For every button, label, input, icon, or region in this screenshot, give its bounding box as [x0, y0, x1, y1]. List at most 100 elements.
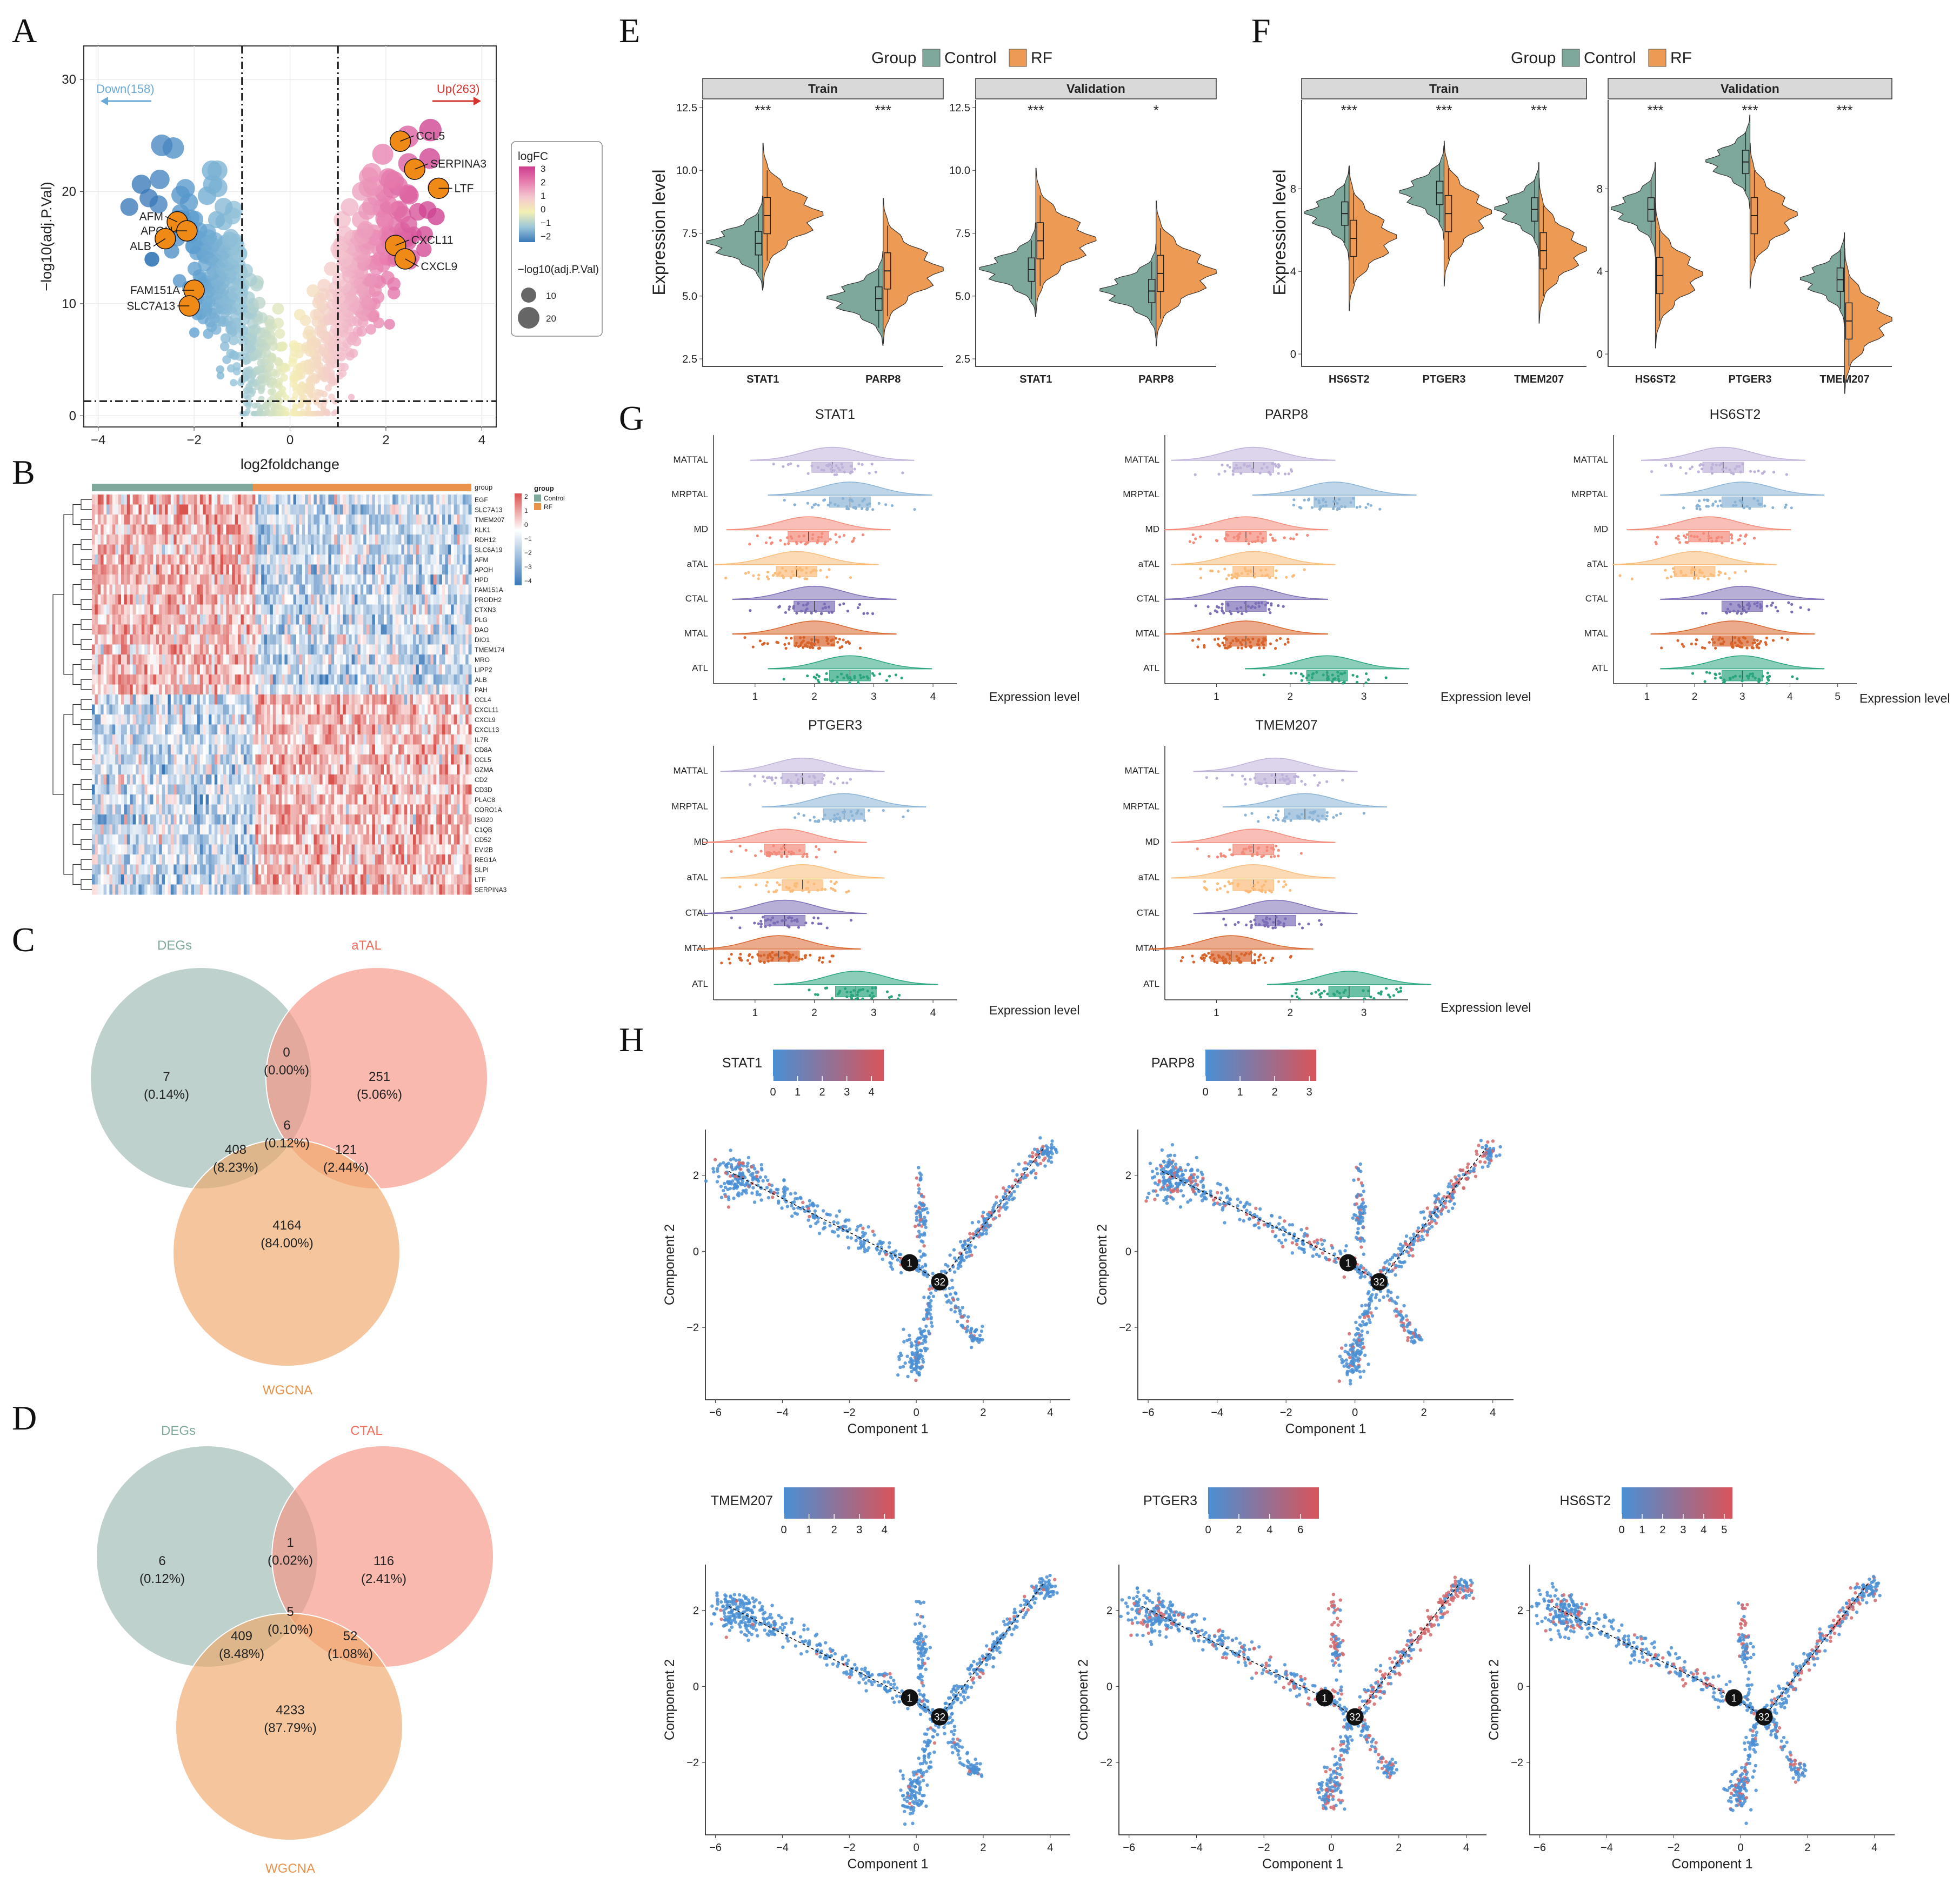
heatmap-cell	[124, 704, 128, 715]
heatmap-cell	[422, 764, 425, 775]
heatmap-cell	[299, 595, 303, 605]
heatmap-cell	[118, 504, 122, 515]
heatmap-cell	[106, 584, 110, 595]
heatmap-cell	[418, 644, 422, 655]
heatmap-cell	[439, 614, 443, 625]
heatmap-cell	[293, 774, 297, 785]
heatmap-cell	[205, 524, 209, 535]
heatmap-cell	[92, 754, 95, 765]
heatmap-cell	[343, 535, 346, 545]
heatmap-cell	[345, 624, 349, 635]
heatmap-cell	[232, 555, 236, 565]
heatmap-cell	[217, 784, 221, 795]
heatmap-cell	[319, 744, 323, 755]
heatmap-cell	[448, 704, 451, 715]
heatmap-cell	[217, 595, 221, 605]
heatmap-cell	[422, 584, 425, 595]
heatmap-cell	[378, 614, 382, 625]
heatmap-cell	[465, 674, 469, 685]
heatmap-cell	[381, 724, 384, 735]
heatmap-cell	[422, 734, 425, 745]
heatmap-cell	[124, 524, 128, 535]
heatmap-cell	[220, 535, 224, 545]
heatmap-cell	[424, 734, 428, 745]
heatmap-cell	[378, 634, 382, 645]
heatmap-cell	[136, 694, 139, 705]
heatmap-cell	[170, 515, 174, 525]
heatmap-cell	[433, 754, 437, 765]
heatmap-cell	[203, 495, 206, 505]
heatmap-cell	[95, 754, 98, 765]
heatmap-cell	[465, 714, 469, 725]
heatmap-cell	[118, 654, 122, 665]
heatmap-cell	[97, 764, 101, 775]
heatmap-cell	[424, 634, 428, 645]
heatmap-cell	[366, 495, 370, 505]
heatmap-cell	[182, 734, 186, 745]
heatmap-cell	[170, 734, 174, 745]
heatmap-cell	[191, 515, 195, 525]
heatmap-cell	[416, 734, 419, 745]
heatmap-cell	[103, 544, 107, 555]
heatmap-cell	[150, 674, 154, 685]
heatmap-cell	[372, 714, 376, 725]
heatmap-cell	[413, 704, 416, 715]
heatmap-cell	[214, 595, 218, 605]
heatmap-cell	[413, 774, 416, 785]
heatmap-cell	[410, 784, 414, 795]
heatmap-cell	[430, 634, 434, 645]
heatmap-cell	[457, 774, 460, 785]
heatmap-cell	[92, 684, 95, 695]
heatmap-cell	[159, 714, 163, 725]
heatmap-cell	[191, 524, 195, 535]
heatmap-cell	[331, 744, 335, 755]
heatmap-cell	[264, 515, 268, 525]
heatmap-cell	[106, 714, 110, 725]
heatmap-cell	[395, 694, 399, 705]
heatmap-cell	[209, 504, 212, 515]
heatmap-cell	[325, 544, 329, 555]
heatmap-cell	[351, 535, 355, 545]
heatmap-cell	[153, 694, 157, 705]
heatmap-cell	[197, 495, 201, 505]
heatmap-cell	[433, 644, 437, 655]
volcano-point	[348, 393, 355, 400]
heatmap-cell	[416, 644, 419, 655]
heatmap-cell	[395, 584, 399, 595]
heatmap-cell	[355, 754, 358, 765]
heatmap-cell	[416, 584, 419, 595]
heatmap-cell	[153, 644, 157, 655]
heatmap-cell	[316, 784, 320, 795]
heatmap-cell	[468, 784, 472, 795]
heatmap-cell	[290, 644, 294, 655]
heatmap-cell	[439, 535, 443, 545]
heatmap-cell	[430, 495, 434, 505]
heatmap-cell	[331, 564, 335, 575]
heatmap-cell	[255, 764, 259, 775]
heatmap-cell	[214, 604, 218, 615]
heatmap-cell	[168, 604, 171, 615]
heatmap-cell	[398, 724, 402, 735]
heatmap-cell	[349, 654, 352, 665]
heatmap-cell	[205, 674, 209, 685]
heatmap-cell	[252, 584, 256, 595]
heatmap-cell	[249, 734, 253, 745]
heatmap-cell	[430, 734, 434, 745]
heatmap-cell	[378, 555, 382, 565]
heatmap-cell	[276, 515, 279, 525]
heatmap-cell	[418, 704, 422, 715]
heatmap-cell	[241, 754, 244, 765]
heatmap-cell	[136, 654, 139, 665]
heatmap-cell	[174, 694, 177, 705]
heatmap-cell	[302, 555, 305, 565]
heatmap-cell	[278, 504, 282, 515]
heatmap-cell	[465, 564, 469, 575]
heatmap-cell	[314, 774, 317, 785]
heatmap-cell	[331, 724, 335, 735]
heatmap-cell	[311, 624, 314, 635]
heatmap-cell	[223, 624, 226, 635]
heatmap-cell	[328, 614, 332, 625]
heatmap-cell	[159, 694, 163, 705]
heatmap-cell	[462, 495, 466, 505]
heatmap-cell	[170, 504, 174, 515]
